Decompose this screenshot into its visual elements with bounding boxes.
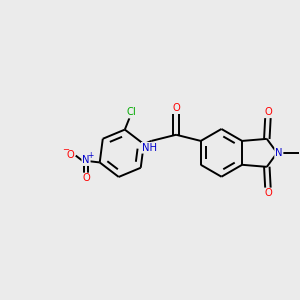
Text: N: N: [275, 148, 283, 158]
Text: NH: NH: [142, 143, 157, 153]
Text: O: O: [66, 150, 74, 160]
Text: O: O: [264, 107, 272, 117]
Text: −: −: [62, 145, 69, 154]
Text: Cl: Cl: [127, 107, 136, 118]
Text: O: O: [264, 188, 272, 198]
Text: O: O: [172, 103, 180, 113]
Text: N: N: [82, 155, 90, 165]
Text: O: O: [82, 173, 90, 184]
Text: +: +: [88, 151, 94, 160]
